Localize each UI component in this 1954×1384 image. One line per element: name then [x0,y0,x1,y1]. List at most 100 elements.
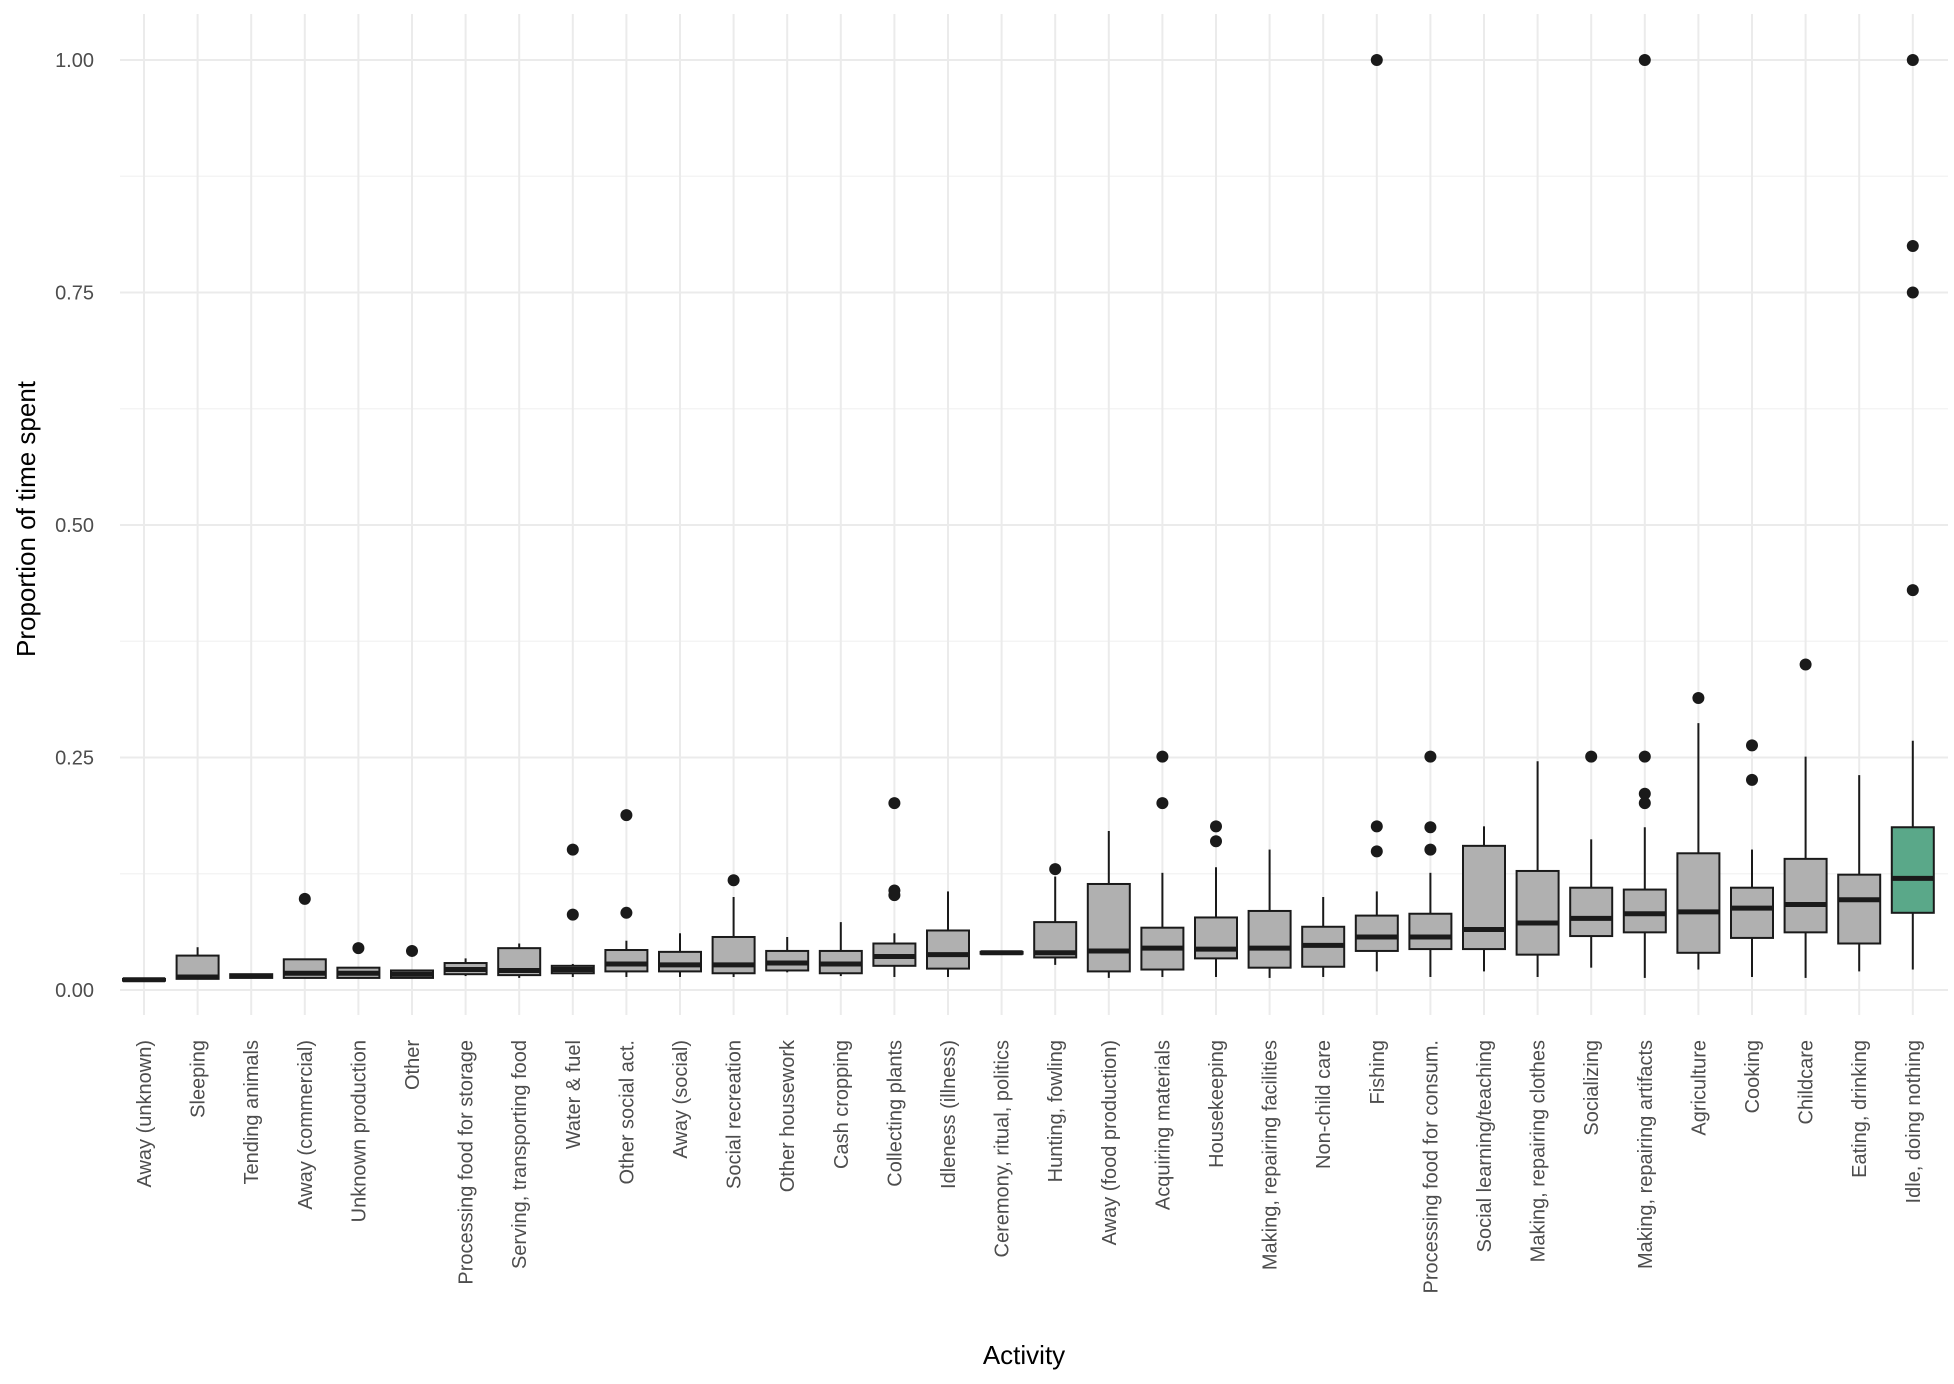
iqr-box [1730,886,1774,939]
box-23 [1354,54,1399,972]
iqr-box [1194,916,1238,960]
outlier-point [1906,240,1919,252]
outlier-point [1585,750,1598,763]
y-tick-label: 1.00 [55,50,94,72]
box-0 [122,977,166,983]
outlier-point [1049,863,1062,876]
x-tick-label: Other housework [777,1039,799,1192]
iqr-box [1086,882,1131,973]
iqr-box [1515,869,1560,956]
x-tick-label: Water & fuel [563,1040,585,1149]
outlier-point [1692,691,1705,704]
outlier-point [1906,584,1919,597]
outlier-point [1638,54,1651,66]
x-tick-label: Hunting, fowling [1045,1040,1067,1182]
x-tick-label: Acquiring materials [1152,1040,1174,1210]
x-tick-label: Sleeping [188,1040,210,1118]
y-tick-label: 0.75 [55,283,94,305]
x-axis-title: Activity [983,1340,1065,1370]
x-tick-label: Social learning/teaching [1474,1040,1496,1252]
x-tick-label: Making, repairing clothes [1528,1040,1550,1262]
x-tick-label: Ceremony, ritual, politics [992,1040,1014,1257]
box-12 [765,936,810,973]
box-2 [229,973,274,979]
outlier-point [1424,843,1437,856]
box-1 [175,947,220,980]
x-tick-label: Eating, drinking [1849,1040,1871,1178]
y-tick-label: 0.50 [55,515,94,537]
x-tick-label: Away (food production) [1099,1040,1121,1245]
outlier-point [1746,773,1758,786]
box-31 [1783,658,1828,978]
x-tick-label: Non-child care [1313,1040,1335,1169]
outlier-point [727,874,740,887]
box-3 [282,892,327,979]
outlier-point [1370,54,1383,66]
x-tick-label: Fishing [1367,1040,1389,1104]
box-10 [658,933,702,977]
outlier-point [888,797,901,810]
outlier-point [1210,820,1222,833]
iqr-box [1622,888,1667,934]
outlier-point [1906,286,1919,299]
x-tick-label: Housekeeping [1206,1040,1228,1168]
outlier-point [1424,750,1437,763]
box-4 [336,942,381,979]
iqr-box [711,935,756,975]
box-29 [1676,691,1721,970]
x-tick-label: Other social act. [616,1040,638,1185]
outlier-point [1424,821,1437,834]
box-16 [979,950,1024,956]
iqr-box [1569,886,1614,938]
box-6 [443,958,488,977]
x-tick-label: Away (commercial) [295,1040,317,1210]
outlier-point [566,908,579,921]
box-30 [1730,739,1774,977]
box-18 [1086,830,1131,978]
box-32 [1837,775,1882,972]
box-9 [604,809,649,977]
outlier-point [1746,739,1758,752]
y-tick-label: 0.25 [55,748,94,770]
x-axis-ticks: Away (unknown) Sleeping Tending animals Awa… [134,1039,1925,1293]
box-14 [872,797,917,977]
box-15 [926,891,970,977]
outlier-point [1638,787,1651,800]
outlier-point [1210,835,1222,848]
box-22 [1301,897,1346,977]
box-17 [1033,863,1078,965]
iqr-box [1676,852,1721,954]
outlier-point [566,843,579,856]
box-21 [1247,849,1292,978]
x-tick-label: Collecting plants [884,1040,906,1187]
box-13 [818,922,863,977]
grid-lines [120,14,1948,1015]
iqr-box [926,929,970,970]
iqr-box [1247,909,1292,969]
box-20 [1194,820,1238,977]
x-tick-label: Serving, transporting food [509,1040,531,1269]
x-tick-label: Cooking [1742,1040,1764,1113]
y-axis-ticks: 0.00 0.25 0.50 0.75 1.00 [55,50,94,1002]
outlier-point [1370,820,1383,833]
x-tick-label: Cash cropping [831,1040,853,1169]
box-8 [550,843,595,977]
outlier-point [298,892,311,905]
iqr-box [1890,826,1935,914]
outlier-point [1799,658,1812,671]
box-11 [711,874,756,977]
iqr-box [658,950,702,973]
x-tick-label: Agriculture [1688,1040,1710,1136]
outlier-point [1638,797,1651,810]
outlier-point [620,906,633,919]
iqr-box [604,949,649,973]
outlier-point [1638,750,1651,763]
x-tick-label: Processing food for consum. [1420,1040,1442,1293]
iqr-box [1837,873,1882,945]
outlier-point [1156,750,1169,763]
box-19 [1140,750,1185,977]
outlier-point [1906,54,1919,66]
x-tick-label: Tending animals [241,1040,263,1185]
outlier-point [1370,845,1383,858]
box-33 [1890,54,1935,970]
